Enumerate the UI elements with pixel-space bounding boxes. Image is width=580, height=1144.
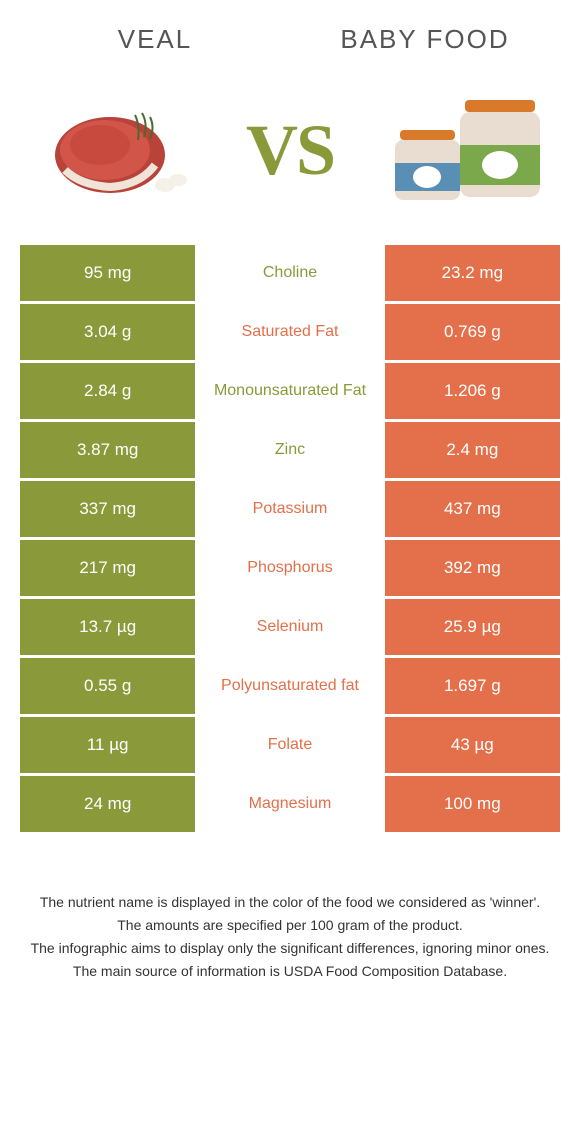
jars-icon <box>380 85 550 215</box>
nutrient-row: 3.04 gSaturated Fat0.769 g <box>20 304 560 360</box>
right-value: 1.206 g <box>385 363 560 419</box>
nutrient-name: Phosphorus <box>198 540 381 596</box>
nutrient-row: 2.84 gMonounsaturated Fat1.206 g <box>20 363 560 419</box>
left-value: 0.55 g <box>20 658 195 714</box>
left-value: 3.87 mg <box>20 422 195 478</box>
left-value: 95 mg <box>20 245 195 301</box>
nutrient-table: 95 mgCholine23.2 mg3.04 gSaturated Fat0.… <box>20 245 560 832</box>
left-value: 2.84 g <box>20 363 195 419</box>
right-value: 2.4 mg <box>385 422 560 478</box>
footer-line: The infographic aims to display only the… <box>30 938 550 959</box>
right-value: 0.769 g <box>385 304 560 360</box>
left-value: 3.04 g <box>20 304 195 360</box>
veal-icon <box>40 95 190 205</box>
header: Veal Baby food <box>0 0 580 65</box>
nutrient-name: Monounsaturated Fat <box>198 363 381 419</box>
nutrient-row: 13.7 µgSelenium25.9 µg <box>20 599 560 655</box>
vs-text: VS <box>246 109 334 192</box>
veal-image <box>30 85 200 215</box>
nutrient-row: 337 mgPotassium437 mg <box>20 481 560 537</box>
images-row: VS <box>0 65 580 245</box>
nutrient-name: Selenium <box>198 599 381 655</box>
left-value: 13.7 µg <box>20 599 195 655</box>
footer-notes: The nutrient name is displayed in the co… <box>0 832 580 1004</box>
left-food-title: Veal <box>20 24 290 55</box>
nutrient-name: Zinc <box>198 422 381 478</box>
left-value: 217 mg <box>20 540 195 596</box>
footer-line: The nutrient name is displayed in the co… <box>30 892 550 913</box>
nutrient-row: 3.87 mgZinc2.4 mg <box>20 422 560 478</box>
nutrient-row: 95 mgCholine23.2 mg <box>20 245 560 301</box>
right-value: 392 mg <box>385 540 560 596</box>
footer-line: The main source of information is USDA F… <box>30 961 550 982</box>
nutrient-name: Folate <box>198 717 381 773</box>
right-value: 23.2 mg <box>385 245 560 301</box>
right-value: 25.9 µg <box>385 599 560 655</box>
nutrient-row: 24 mgMagnesium100 mg <box>20 776 560 832</box>
nutrient-row: 11 µgFolate43 µg <box>20 717 560 773</box>
nutrient-name: Magnesium <box>198 776 381 832</box>
right-value: 437 mg <box>385 481 560 537</box>
left-value: 24 mg <box>20 776 195 832</box>
right-value: 43 µg <box>385 717 560 773</box>
footer-line: The amounts are specified per 100 gram o… <box>30 915 550 936</box>
right-value: 1.697 g <box>385 658 560 714</box>
babyfood-image <box>380 85 550 215</box>
nutrient-row: 0.55 gPolyunsaturated fat1.697 g <box>20 658 560 714</box>
nutrient-name: Saturated Fat <box>198 304 381 360</box>
left-value: 11 µg <box>20 717 195 773</box>
right-food-title: Baby food <box>290 24 560 55</box>
nutrient-name: Polyunsaturated fat <box>198 658 381 714</box>
right-value: 100 mg <box>385 776 560 832</box>
left-value: 337 mg <box>20 481 195 537</box>
nutrient-row: 217 mgPhosphorus392 mg <box>20 540 560 596</box>
nutrient-name: Choline <box>198 245 381 301</box>
nutrient-name: Potassium <box>198 481 381 537</box>
